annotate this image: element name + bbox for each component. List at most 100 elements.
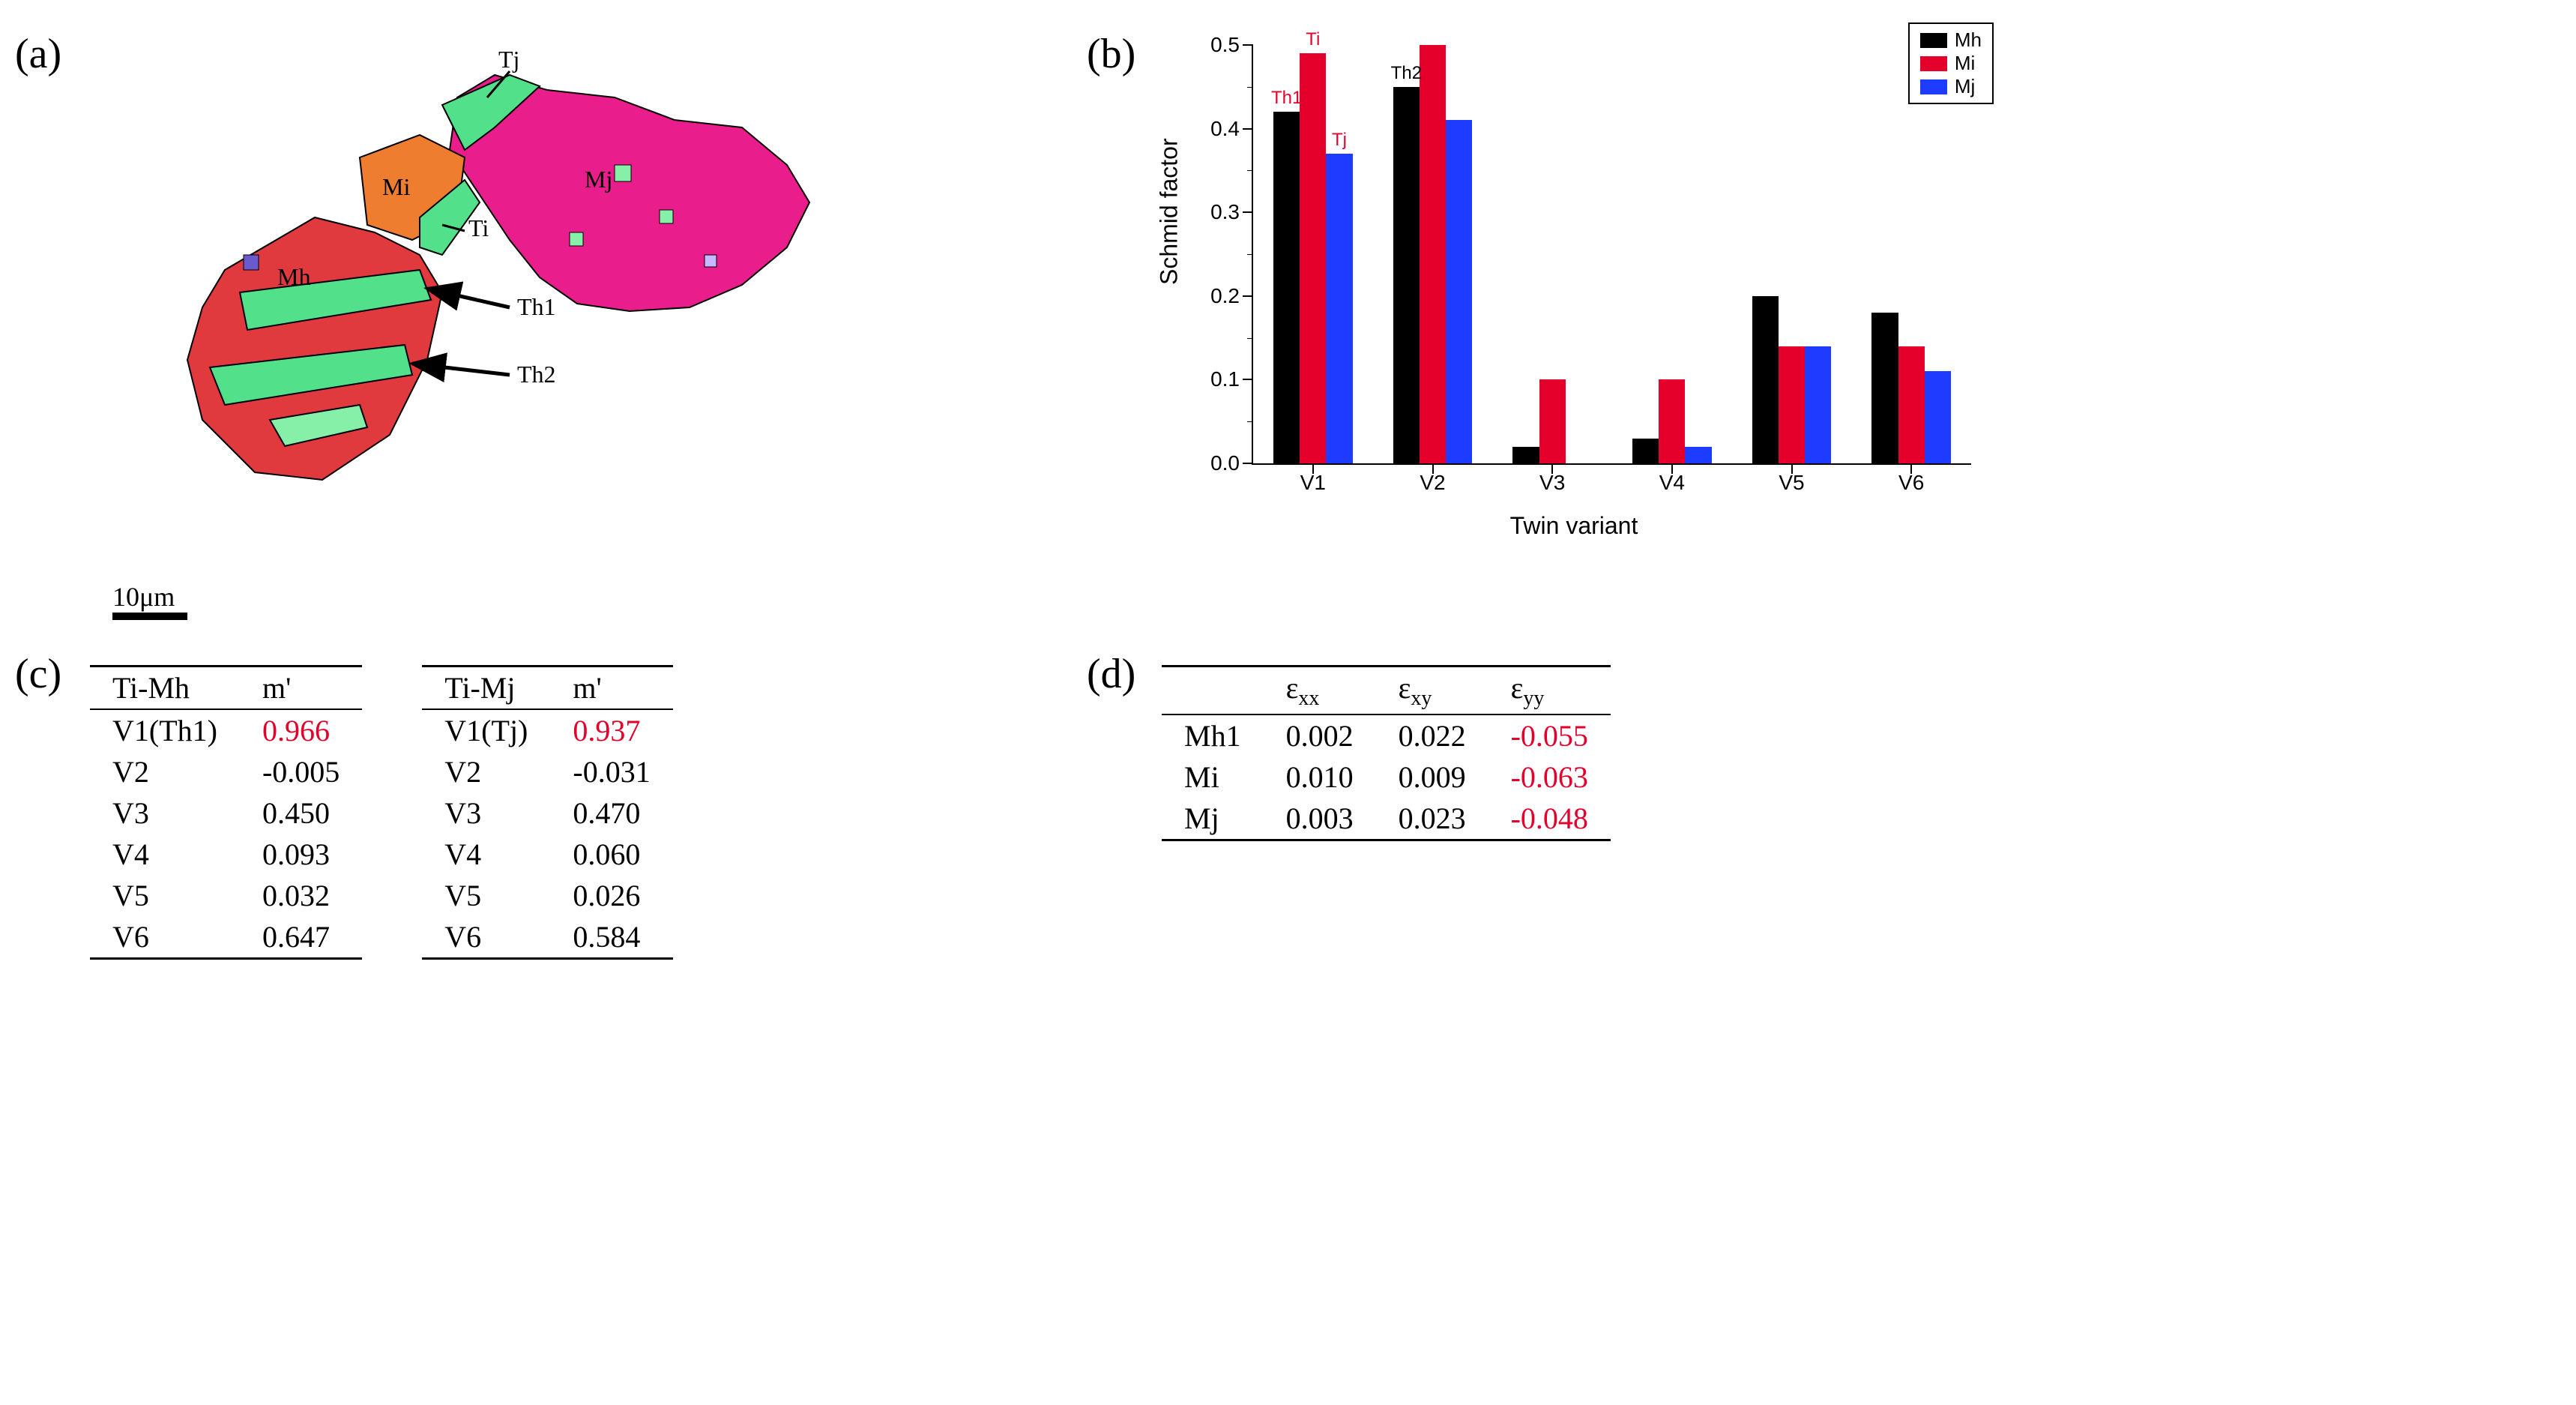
col-header: εxx [1264,667,1376,715]
arrow-Th2 [412,364,510,375]
table-cell: 0.450 [240,792,362,834]
bar-Mi-V1 [1300,53,1326,463]
table-cell: 0.002 [1264,714,1376,756]
table-cell: V4 [422,834,550,875]
bar-Mh-V5 [1752,296,1779,463]
table-row: V1(Th1)0.966 [90,709,362,751]
ytick-label: 0.2 [1210,284,1240,308]
schmid-bar-chart: Schmid factor Twin variant 0.00.10.20.30… [1162,30,1986,540]
label-Th2: Th2 [517,361,556,388]
table-cell: 0.584 [550,916,672,959]
table-cell: V1(Th1) [90,709,240,751]
micrograph: Tj Mj Mi Ti Mh Th1 Th2 10μm [30,30,1057,620]
panel-c: (c) Ti-Mhm'V1(Th1)0.966V2-0.005V30.450V4… [30,650,1057,960]
table-cell: 0.023 [1376,798,1488,840]
ebsd-map-svg: Tj Mj Mi Ti Mh Th1 Th2 [90,45,839,570]
table-cell: V3 [90,792,240,834]
mj-spot [570,232,583,246]
table-cell: 0.937 [550,709,672,751]
table-cell: -0.055 [1488,714,1611,756]
tables-d: εxxεxyεyyMh10.0020.022-0.055Mi0.0100.009… [1102,650,2129,841]
xtick-label: V5 [1779,471,1804,495]
table-row: V60.647 [90,916,362,959]
table-cell: -0.005 [240,751,362,792]
label-Mi: Mi [382,173,410,200]
scalebar-line [112,613,187,620]
panel-a: (a) [30,30,1057,620]
table-row: V30.450 [90,792,362,834]
xtick-label: V3 [1539,471,1565,495]
xtick-label: V2 [1420,471,1445,495]
bar-Mj-V5 [1805,346,1831,463]
bar-Mj-V6 [1925,371,1951,463]
mh-spot [244,255,259,270]
table-cell: V5 [90,875,240,916]
table-row: V60.584 [422,916,672,959]
legend-swatch [1920,56,1947,71]
table-row: Mh10.0020.022-0.055 [1162,714,1611,756]
legend-label: Mi [1955,52,1975,75]
table-cell: 0.470 [550,792,672,834]
plot-area: 0.00.10.20.30.40.5V1V2V3V4V5V6Th1TiTjTh2 [1252,45,1971,465]
table-cell: 0.003 [1264,798,1376,840]
col-header [1162,667,1264,715]
bar-Mh-V3 [1512,447,1539,463]
bar-Mj-V2 [1446,120,1472,463]
bar-Mh-V1 [1273,112,1300,463]
table-row: V50.032 [90,875,362,916]
ytick-label: 0.3 [1210,200,1240,224]
scalebar-text: 10μm [112,581,1057,613]
bar-annotation: Ti [1306,29,1320,50]
label-Ti: Ti [468,214,489,241]
label-Tj: Tj [498,46,519,73]
x-axis-title: Twin variant [1510,512,1638,540]
table-cell: 0.032 [240,875,362,916]
table-row: V1(Tj)0.937 [422,709,672,751]
table-cell: V2 [90,751,240,792]
label-Th1: Th1 [517,293,556,320]
table-cell: 0.009 [1376,756,1488,798]
table-cell: V6 [422,916,550,959]
table-cell: V4 [90,834,240,875]
table-row: V2-0.031 [422,751,672,792]
table-cell: Mj [1162,798,1264,840]
ytick-label: 0.0 [1210,451,1240,475]
bar-Mi-V3 [1539,379,1566,463]
table-cell: V2 [422,751,550,792]
table-d: εxxεxyεyyMh10.0020.022-0.055Mi0.0100.009… [1162,665,1611,841]
bar-Mi-V5 [1779,346,1805,463]
table-cell: 0.022 [1376,714,1488,756]
ytick-label: 0.4 [1210,117,1240,141]
legend-swatch [1920,33,1947,48]
table-row: Mi0.0100.009-0.063 [1162,756,1611,798]
table-cell: Mi [1162,756,1264,798]
legend-item: Mh [1920,28,1982,52]
panel-b: (b) Schmid factor Twin variant 0.00.10.2… [1102,30,2129,620]
xtick-label: V6 [1898,471,1924,495]
table-cell: 0.093 [240,834,362,875]
table-row: V2-0.005 [90,751,362,792]
table-c-0: Ti-Mhm'V1(Th1)0.966V2-0.005V30.450V40.09… [90,665,362,960]
table-cell: V5 [422,875,550,916]
table-cell: V3 [422,792,550,834]
panel-c-label: (c) [15,650,61,698]
scalebar: 10μm [112,581,1057,620]
legend-label: Mh [1955,28,1982,52]
table-cell: Mh1 [1162,714,1264,756]
table-row: V40.060 [422,834,672,875]
label-Mh: Mh [277,263,310,290]
table-row: V50.026 [422,875,672,916]
legend-item: Mj [1920,75,1982,98]
bar-Mi-V4 [1659,379,1685,463]
table-cell: -0.031 [550,751,672,792]
col-header: Ti-Mj [422,667,550,710]
ytick-label: 0.1 [1210,367,1240,391]
panel-d-label: (d) [1087,650,1135,698]
bar-Mh-V4 [1632,439,1659,463]
ytick-label: 0.5 [1210,33,1240,57]
chart-legend: MhMiMj [1908,22,1994,104]
figure-grid: (a) [30,30,2129,960]
table-row: Mj0.0030.023-0.048 [1162,798,1611,840]
bar-Mj-V1 [1326,154,1352,463]
xtick-label: V1 [1300,471,1326,495]
